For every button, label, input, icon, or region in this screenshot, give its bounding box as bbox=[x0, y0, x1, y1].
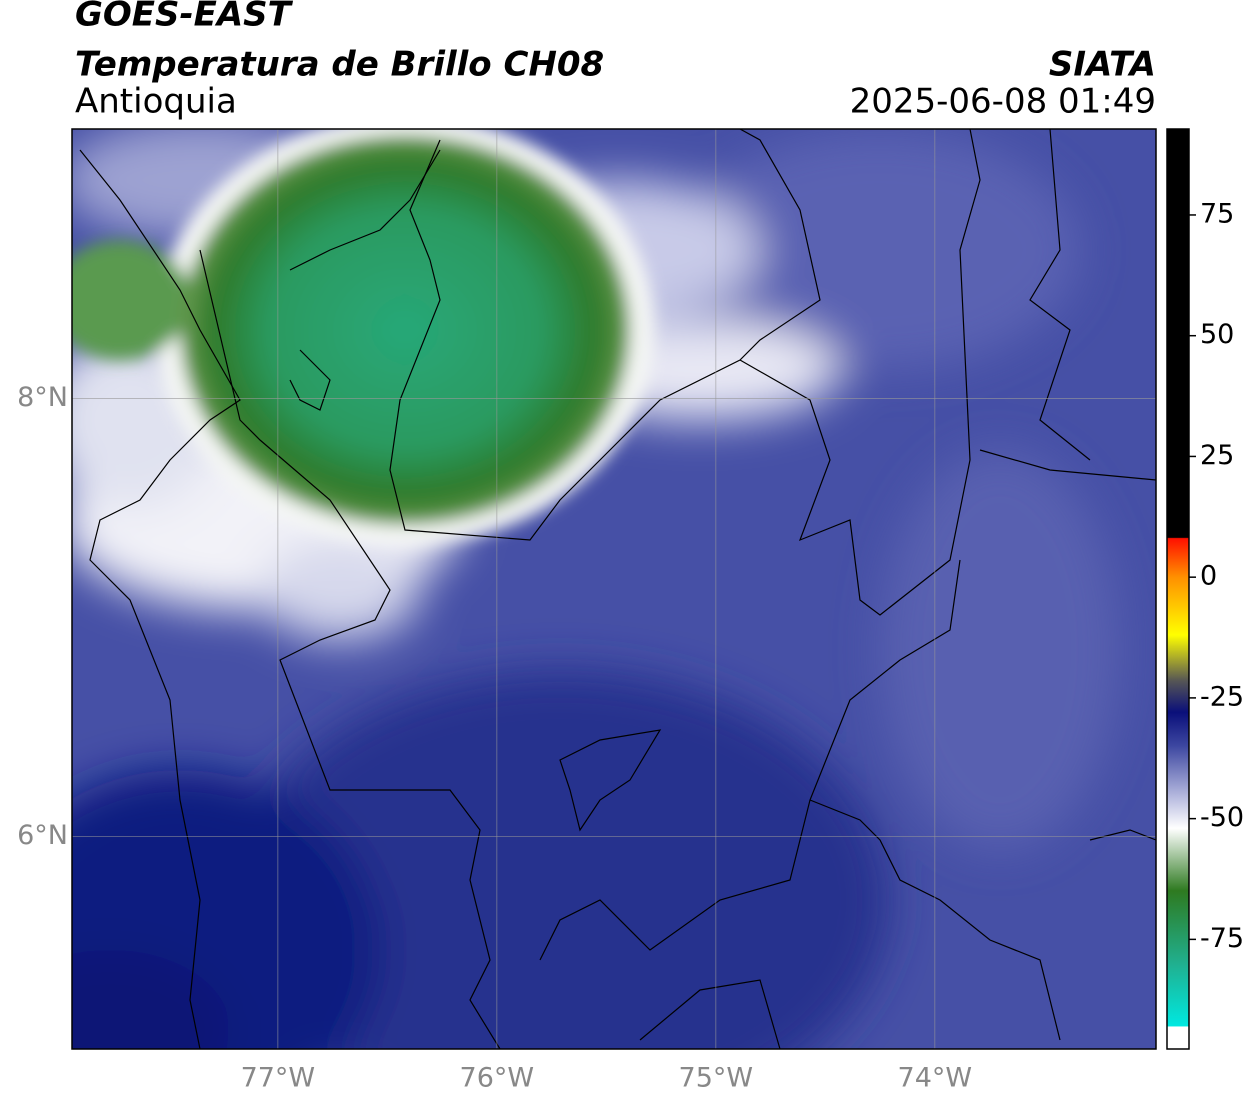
subtitle: Temperatura de Brillo CH08 bbox=[75, 45, 604, 85]
lon-tick-label: 76°W bbox=[460, 1063, 535, 1094]
colorbar bbox=[1166, 128, 1190, 1050]
lon-tick-label: 77°W bbox=[241, 1063, 316, 1094]
source: SIATA bbox=[1049, 45, 1156, 85]
datetime: 2025-06-08 01:49 bbox=[850, 82, 1156, 122]
colorbar-tick-label: -75 bbox=[1200, 923, 1244, 954]
colorbar-tick-label: 0 bbox=[1200, 561, 1217, 592]
lon-tick-label: 74°W bbox=[898, 1063, 973, 1094]
satellite-image bbox=[72, 129, 1156, 1049]
lat-tick-label: 8°N bbox=[17, 382, 68, 413]
colorbar-tick-label: 50 bbox=[1200, 319, 1234, 350]
colorbar-tick-label: -25 bbox=[1200, 681, 1244, 712]
borders bbox=[79, 129, 1156, 1049]
colorbar-tick-label: 75 bbox=[1200, 198, 1234, 229]
colorbar-tick-label: 25 bbox=[1200, 440, 1234, 471]
colorbar-tick-label: -50 bbox=[1200, 802, 1244, 833]
map-frame bbox=[71, 128, 1157, 1050]
lat-tick-label: 6°N bbox=[17, 820, 68, 851]
region: Antioquia bbox=[75, 82, 237, 122]
lon-tick-label: 75°W bbox=[679, 1063, 754, 1094]
title: GOES-EAST bbox=[75, 0, 294, 35]
